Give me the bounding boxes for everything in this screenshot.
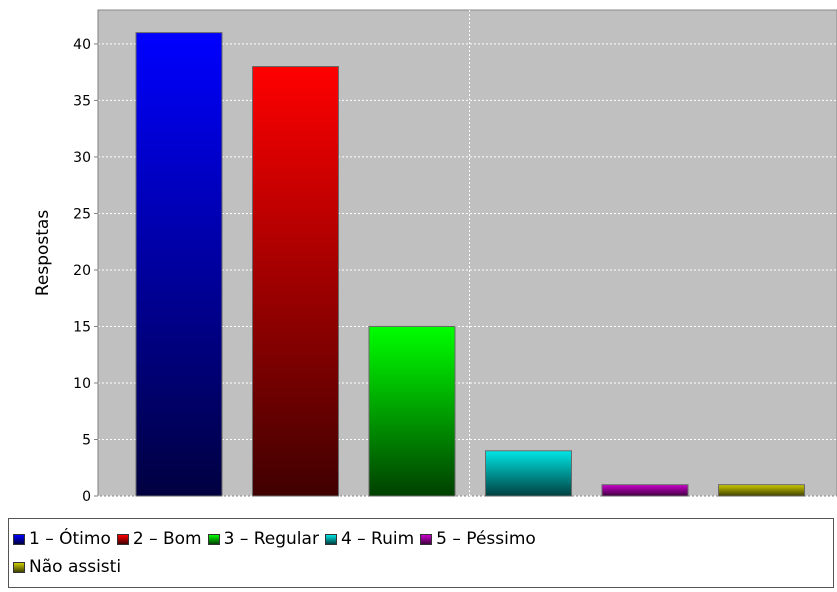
- legend-label: 2 – Bom: [132, 529, 202, 549]
- legend-item: 3 – Regular: [207, 529, 319, 549]
- legend-swatch: [13, 533, 25, 545]
- y-tick-label: 15: [73, 319, 91, 335]
- y-tick-label: 25: [73, 206, 91, 222]
- bar: [718, 484, 805, 497]
- legend-label: Não assisti: [29, 557, 122, 577]
- bar-chart: 0 5 10 15 20 25 30 35 40 Respostas: [33, 9, 837, 505]
- legend-row: Não assisti: [13, 553, 833, 581]
- legend-swatch: [324, 533, 337, 545]
- legend-label: 5 – Péssimo: [436, 529, 536, 549]
- y-axis-label: Respostas: [33, 210, 53, 296]
- bar: [135, 32, 223, 497]
- y-axis-ticks: 0 5 10 15 20 25 30 35 40: [73, 37, 98, 505]
- y-tick-label: 20: [73, 263, 91, 279]
- y-tick-label: 40: [73, 37, 91, 53]
- legend-row: 1 – Ótimo 2 – Bom 3 – Regular 4 – Ruim 5 – P…: [13, 525, 833, 553]
- y-tick-label: 5: [82, 432, 91, 448]
- legend-item: Não assisti: [13, 557, 121, 577]
- bar: [601, 484, 689, 497]
- y-tick-label: 0: [82, 489, 91, 505]
- legend: 1 – Ótimo 2 – Bom 3 – Regular 4 – Ruim 5 – P…: [8, 518, 834, 588]
- bar: [252, 66, 339, 497]
- legend-label: 4 – Ruim: [340, 529, 415, 549]
- gridlines: [98, 10, 837, 497]
- legend-swatch: [420, 533, 433, 545]
- bar: [368, 325, 456, 497]
- legend-item: 2 – Bom: [116, 529, 202, 549]
- legend-item: 5 – Péssimo: [420, 529, 536, 549]
- bar: [485, 450, 572, 497]
- legend-swatch: [116, 533, 129, 545]
- legend-swatch: [13, 561, 25, 573]
- bars: [135, 32, 805, 497]
- y-tick-label: 35: [73, 93, 91, 109]
- y-tick-label: 10: [73, 376, 91, 392]
- legend-item: 4 – Ruim: [324, 529, 415, 549]
- legend-label: 3 – Regular: [223, 529, 319, 549]
- legend-label: 1 – Ótimo: [29, 529, 111, 549]
- legend-item: 1 – Ótimo: [13, 529, 111, 549]
- y-tick-label: 30: [73, 150, 91, 166]
- legend-swatch: [207, 533, 220, 545]
